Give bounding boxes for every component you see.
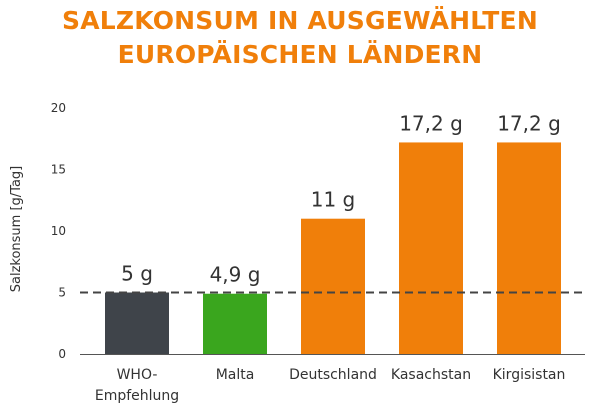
bar-3 (399, 142, 463, 354)
bar-4 (497, 142, 561, 354)
y-tick-label: 5 (58, 286, 66, 300)
y-tick-label: 15 (51, 163, 66, 177)
y-tick-label: 20 (51, 101, 66, 115)
bar-1 (203, 293, 267, 354)
x-tick-label: Kasachstan (391, 367, 471, 383)
x-tick-label: Empfehlung (95, 388, 179, 404)
y-tick-label: 10 (51, 224, 66, 238)
chart-title-line-2: EUROPÄISCHEN LÄNDERN (117, 40, 483, 69)
x-tick-label: Deutschland (289, 367, 377, 383)
chart-title: SALZKONSUM IN AUSGEWÄHLTEN EUROPÄISCHEN … (0, 4, 600, 72)
bar-0 (105, 292, 169, 354)
data-label: 17,2 g (399, 111, 463, 135)
x-tick-label: Malta (216, 367, 255, 383)
x-tick-label: WHO- (117, 367, 158, 383)
chart-title-line-1: SALZKONSUM IN AUSGEWÄHLTEN (62, 6, 538, 35)
data-label: 5 g (121, 262, 153, 286)
y-axis-label: Salzkonsum [g/Tag] (9, 166, 24, 293)
data-label: 17,2 g (497, 111, 561, 135)
data-label: 4,9 g (210, 263, 261, 287)
data-label: 11 g (311, 188, 356, 212)
y-tick-label: 0 (58, 347, 66, 361)
bar-2 (301, 218, 365, 354)
x-tick-label: Kirgisistan (493, 367, 566, 383)
